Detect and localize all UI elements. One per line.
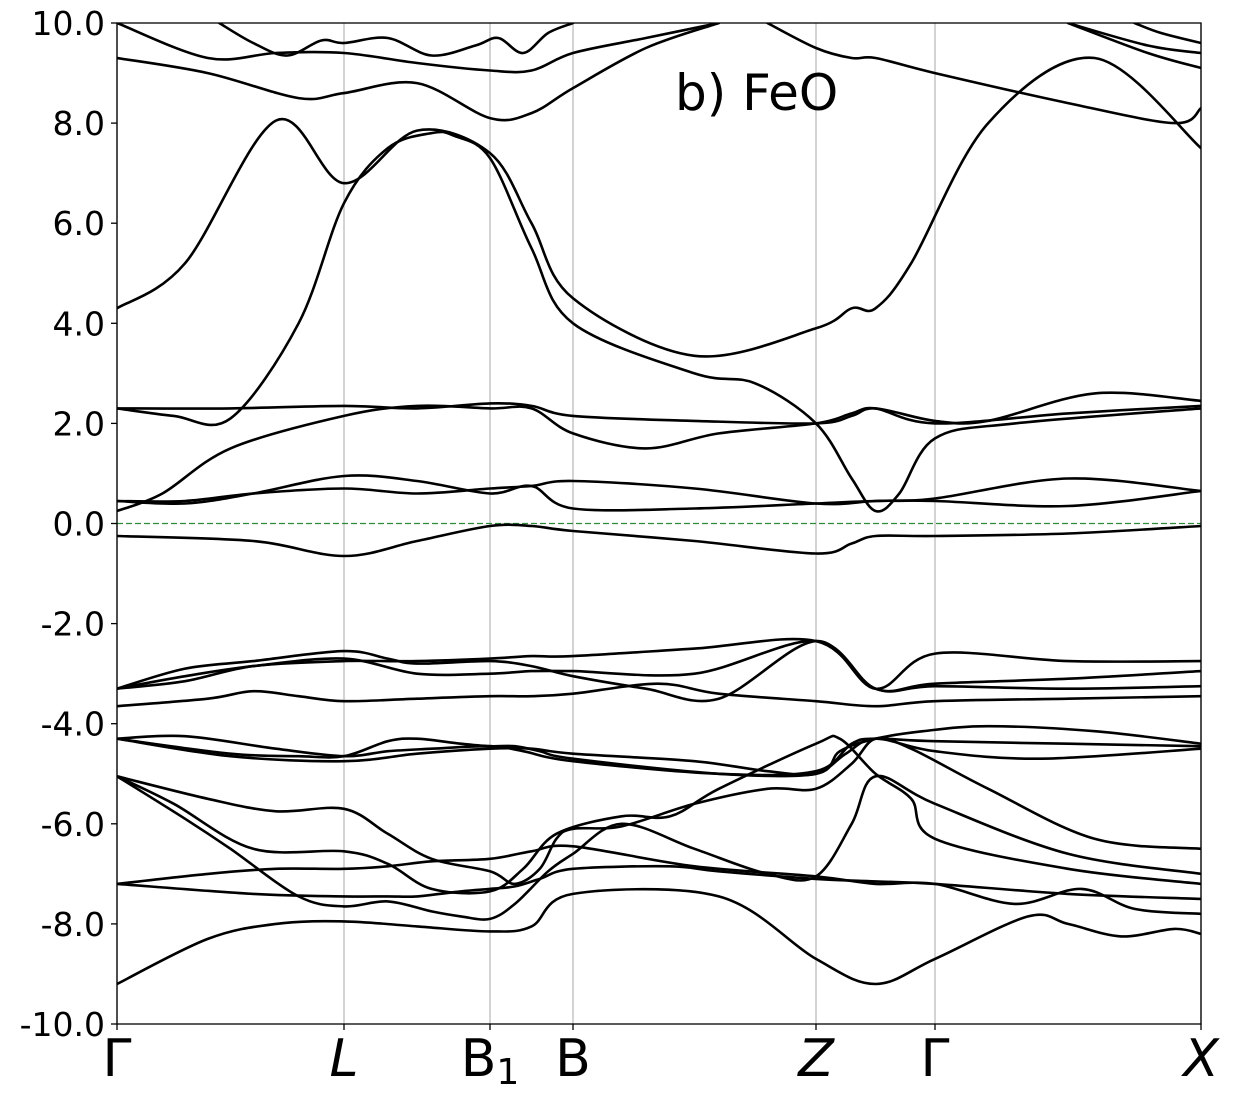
y-tick-label-10: -10.0 <box>20 1005 105 1044</box>
x-tick-label-0: Γ <box>103 1029 132 1089</box>
band-line-4 <box>117 774 1201 921</box>
band-line-14 <box>117 477 1201 506</box>
chart-annotation: b) FeO <box>675 64 838 122</box>
x-axis: Γ L B1 B Z Γ X <box>103 1024 1220 1093</box>
band-line-20 <box>117 23 721 122</box>
band-line-23 <box>766 23 1201 125</box>
y-tick-label-3: 4.0 <box>53 304 105 343</box>
y-tick-label-9: -8.0 <box>41 905 105 944</box>
band-line-15 <box>117 474 1201 512</box>
band-line-8 <box>117 734 1201 777</box>
band-line-24 <box>1066 23 1201 55</box>
band-line-16 <box>117 404 1201 513</box>
band-line-5 <box>117 736 1201 886</box>
band-line-17 <box>117 391 1201 425</box>
band-line-22 <box>217 23 575 57</box>
band-line-1 <box>117 844 1201 916</box>
x-tick-label-5: Γ <box>921 1029 950 1089</box>
x-tick-label-4: Z <box>796 1029 835 1089</box>
y-tick-label-4: 2.0 <box>53 404 105 443</box>
y-axis: 10.0 8.0 6.0 4.0 2.0 0.0 -2.0 -4.0 -6.0 -8.0 -10.0 <box>20 4 117 1044</box>
band-line-3 <box>117 734 1201 895</box>
y-tick-label-0: 10.0 <box>32 4 105 43</box>
band-line-2 <box>117 864 1201 901</box>
y-tick-label-5: 0.0 <box>53 505 105 544</box>
y-tick-label-8: -6.0 <box>41 805 105 844</box>
band-line-11 <box>117 639 1201 703</box>
x-tick-label-1: L <box>330 1029 359 1089</box>
x-tick-label-2: B1 <box>461 1029 520 1093</box>
band-line-12 <box>117 639 1201 693</box>
band-line-25 <box>1066 23 1201 70</box>
band-line-21 <box>117 23 721 74</box>
y-tick-label-7: -4.0 <box>41 705 105 744</box>
y-tick-label-1: 8.0 <box>53 104 105 143</box>
band-line-18 <box>117 130 1201 513</box>
x-tick-label-6: X <box>1180 1029 1220 1089</box>
y-tick-label-2: 6.0 <box>53 204 105 243</box>
band-line-26 <box>1133 23 1201 45</box>
y-tick-label-6: -2.0 <box>41 605 105 644</box>
band-line-9 <box>117 682 1201 708</box>
band-line-19 <box>117 56 1201 358</box>
band-line-6 <box>117 737 1201 777</box>
band-series <box>117 23 1201 986</box>
band-line-13 <box>117 523 1201 558</box>
band-line-0 <box>117 887 1201 986</box>
x-tick-label-3: B <box>555 1029 591 1089</box>
